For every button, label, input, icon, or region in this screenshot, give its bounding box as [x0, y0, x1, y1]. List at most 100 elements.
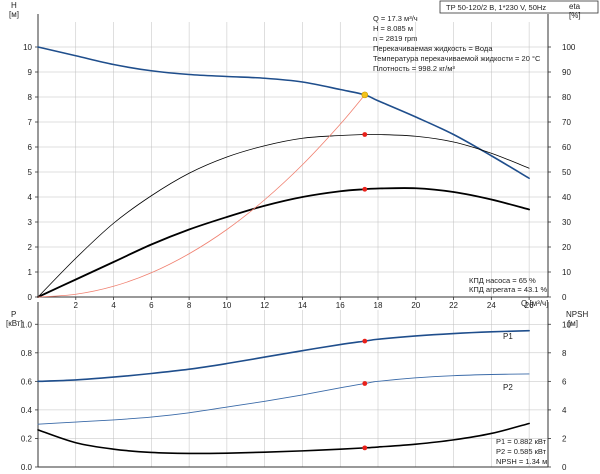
top-series-eta-unit — [37, 187, 531, 298]
p-axis-unit: [кВт] — [6, 319, 23, 328]
bottom-right-tick-label: 4 — [562, 406, 567, 415]
top-right-tick-label: 40 — [562, 193, 571, 202]
info-line-n: n = 2819 rpm — [373, 34, 417, 43]
model-header: TP 50-120/2 B, 1*230 V, 50Hz — [439, 0, 599, 14]
bottom-points — [362, 338, 368, 451]
top-left-tick-label: 3 — [28, 218, 33, 227]
top-x-tick-label: 10 — [222, 301, 231, 310]
bottom-series-npsh — [37, 422, 530, 455]
top-duty-point — [361, 91, 369, 99]
bottom-operating-point — [362, 445, 368, 451]
bottom-right-tick-label: 6 — [562, 377, 567, 386]
efficiency-info: КПД насоса = 65 % КПД агрегата = 43.1 % — [469, 276, 547, 294]
h-axis-label: H — [11, 1, 17, 10]
eta-axis-label: eta — [569, 2, 581, 11]
info-line-density: Плотность = 998.2 кг/м³ — [373, 64, 455, 73]
top-left-tick-label: 7 — [28, 118, 33, 127]
npsh-axis-label: NPSH — [566, 310, 588, 319]
top-points — [361, 91, 369, 192]
top-right-tick-label: 80 — [562, 93, 571, 102]
top-left-tick-label: 5 — [28, 168, 33, 177]
h-axis-unit: [м] — [9, 10, 19, 19]
top-right-tick-label: 20 — [562, 243, 571, 252]
bottom-series-p1 — [37, 329, 530, 383]
top-x-tick-label: 12 — [260, 301, 269, 310]
top-x-tick-label: 8 — [187, 301, 192, 310]
top-left-tick-label: 6 — [28, 143, 33, 152]
info-line-temp: Температура перекачиваемой жидкости = 20… — [373, 54, 541, 63]
top-left-tick-label: 10 — [23, 43, 32, 52]
top-series-system — [37, 94, 366, 298]
bottom-left-tick-label: 0.4 — [21, 406, 33, 415]
operating-info: Q = 17.3 м³/ч H = 8.085 м n = 2819 rpm П… — [373, 14, 541, 73]
bottom-left-tick-label: 0.2 — [21, 434, 33, 443]
top-right-tick-label: 50 — [562, 168, 571, 177]
info-pump-eff: КПД насоса = 65 % — [469, 276, 536, 285]
top-left-tick-label: 8 — [28, 93, 33, 102]
top-series-h — [37, 46, 530, 180]
bottom-axis-labels: P [кВт] NPSH [м] P1 P2 — [6, 310, 588, 392]
bottom-left-tick-label: 0.8 — [21, 349, 33, 358]
top-x-tick-label: 22 — [449, 301, 458, 310]
top-x-tick-label: 18 — [374, 301, 383, 310]
bottom-axes — [35, 302, 551, 468]
info-unit-eff: КПД агрегата = 43.1 % — [469, 285, 547, 294]
top-x-tick-label: 2 — [74, 301, 79, 310]
npsh-axis-unit: [м] — [568, 319, 578, 328]
info-line-liquid: Перекачиваемая жидкость = Вода — [373, 44, 493, 53]
bottom-left-tick-label: 0.6 — [21, 377, 33, 386]
bottom-right-tick-label: 0 — [562, 463, 567, 472]
bottom-tick-labels: 0.0 0.2 0.4 0.6 0.8 1.0 0 2 4 6 8 10 — [21, 320, 572, 472]
top-left-tick-label: 4 — [28, 193, 33, 202]
p1-series-label: P1 — [503, 332, 513, 341]
top-left-tick-label: 2 — [28, 243, 33, 252]
top-operating-point — [362, 132, 368, 137]
top-operating-point — [362, 186, 368, 192]
top-x-tick-label: 14 — [298, 301, 307, 310]
info-line-q: Q = 17.3 м³/ч — [373, 14, 418, 23]
top-x-tick-label: 26 — [525, 301, 534, 310]
top-axes — [35, 14, 551, 300]
top-x-tick-label: 24 — [487, 301, 496, 310]
p2-series-label: P2 — [503, 383, 513, 392]
eta-axis-unit: [%] — [569, 11, 581, 20]
bottom-operating-point — [362, 338, 368, 344]
top-x-tick-label: 20 — [411, 301, 420, 310]
top-right-tick-label: 0 — [562, 293, 567, 302]
top-right-tick-label: 10 — [562, 268, 571, 277]
top-grid — [38, 22, 548, 297]
info-p2: P2 = 0.585 кВт — [496, 447, 547, 456]
top-right-tick-label: 70 — [562, 118, 571, 127]
bottom-grid — [38, 310, 548, 467]
info-line-h: H = 8.085 м — [373, 24, 413, 33]
top-right-tick-label: 30 — [562, 218, 571, 227]
top-x-tick-label: 6 — [149, 301, 154, 310]
top-series-eta-pump — [37, 133, 530, 298]
bottom-left-tick-label: 0.0 — [21, 463, 33, 472]
power-info: P1 = 0.882 кВт P2 = 0.585 кВт NPSH = 1.3… — [496, 437, 547, 466]
model-title: TP 50-120/2 B, 1*230 V, 50Hz — [446, 3, 546, 12]
bottom-operating-point — [362, 381, 368, 386]
bottom-right-tick-label: 8 — [562, 349, 567, 358]
bottom-right-tick-label: 2 — [562, 434, 567, 443]
bottom-left-tick-label: 1.0 — [21, 320, 33, 329]
top-right-tick-label: 100 — [562, 43, 576, 52]
bottom-series-p2 — [37, 373, 530, 425]
top-left-tick-label: 1 — [28, 268, 33, 277]
top-x-tick-label: 16 — [336, 301, 345, 310]
top-series — [37, 46, 531, 298]
bottom-right-tick-label: 10 — [562, 320, 571, 329]
top-right-tick-label: 60 — [562, 143, 571, 152]
p-axis-label: P — [11, 310, 16, 319]
bottom-series — [37, 329, 530, 455]
info-npsh: NPSH = 1.34 м — [496, 457, 547, 466]
top-x-tick-label: 4 — [111, 301, 116, 310]
info-p1: P1 = 0.882 кВт — [496, 437, 547, 446]
top-left-tick-label: 0 — [28, 293, 33, 302]
q-axis-label: Q [м³/ч] — [521, 299, 548, 308]
top-axis-labels: H [м] eta [%] Q [м³/ч] — [9, 1, 581, 308]
top-left-tick-label: 9 — [28, 68, 33, 77]
top-right-tick-label: 90 — [562, 68, 571, 77]
